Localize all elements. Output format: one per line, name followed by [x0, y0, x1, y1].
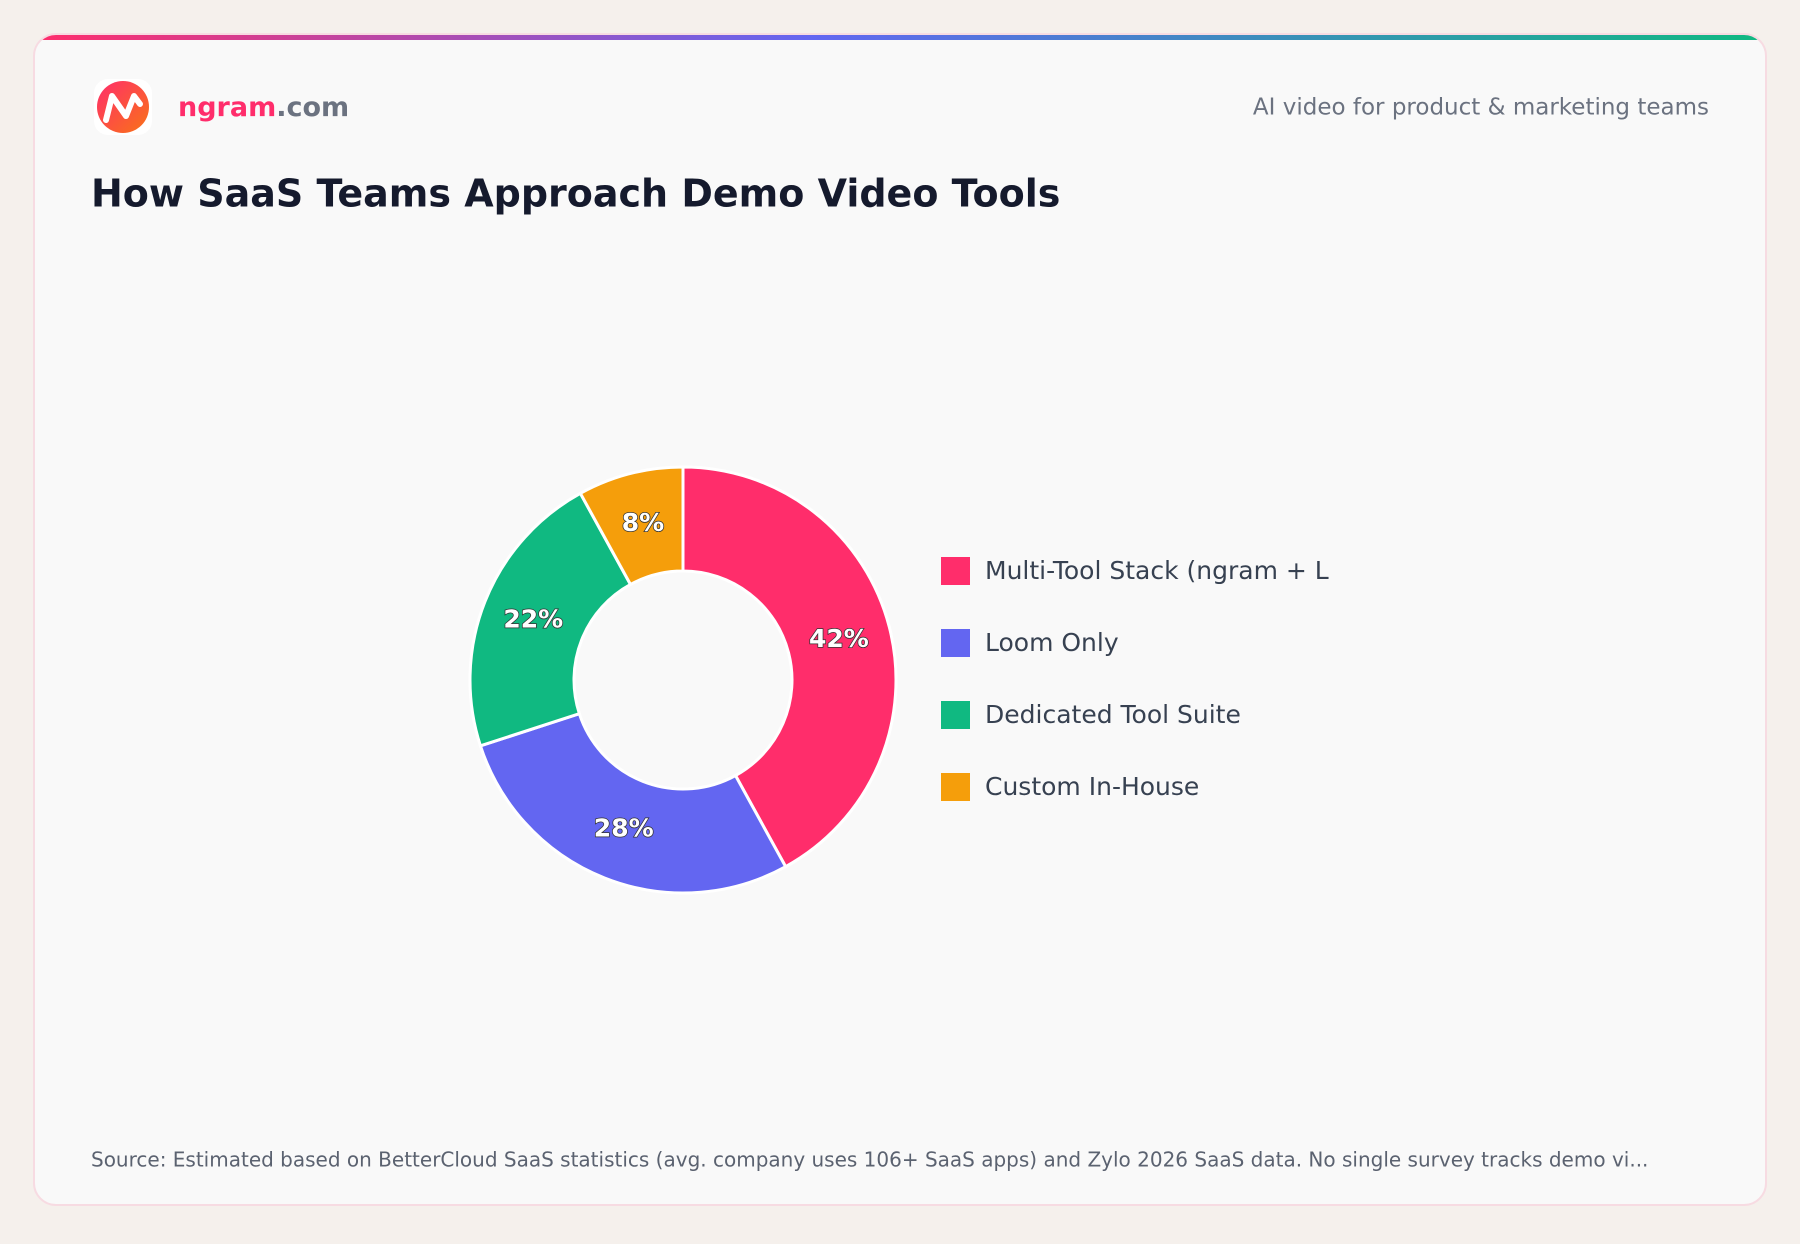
wedge — [478, 711, 788, 895]
source: Source: Estimated based on BetterCloud S… — [91, 1148, 1648, 1172]
brand: ngram.com — [178, 92, 349, 123]
wedge — [681, 465, 898, 869]
chart-title: How SaaS Teams Approach Demo Video Tools — [91, 172, 1060, 216]
tagline: AI video for product & marketing teams — [1253, 95, 1709, 121]
legend-label: Multi-Tool Stack (ngram + L — [985, 556, 1329, 585]
value-label: 8% — [622, 508, 664, 537]
brand-suffix: .com — [276, 92, 349, 123]
logo — [94, 79, 152, 135]
brand-name: ngram — [178, 92, 276, 123]
legend-label: Loom Only — [985, 628, 1119, 657]
value-label: 42% — [809, 624, 869, 653]
donut: 42% 28% 22% 8% — [468, 465, 898, 895]
legend-label: Custom In-House — [985, 772, 1199, 801]
card-border — [33, 33, 1767, 1206]
top-bar — [34, 34, 1766, 40]
legend-swatch — [941, 629, 970, 657]
card — [34, 34, 1766, 1205]
value-label: 22% — [503, 605, 563, 634]
card-bg — [34, 34, 1766, 1205]
value-label: 28% — [594, 814, 654, 843]
legend-swatch — [941, 773, 970, 801]
legend: Multi-Tool Stack (ngram + L Loom Only Dedi… — [941, 556, 1329, 801]
wedge — [578, 465, 685, 587]
wedge — [468, 491, 633, 748]
legend-swatch — [941, 557, 970, 585]
legend-label: Dedicated Tool Suite — [985, 700, 1241, 729]
legend-swatch — [941, 701, 970, 729]
